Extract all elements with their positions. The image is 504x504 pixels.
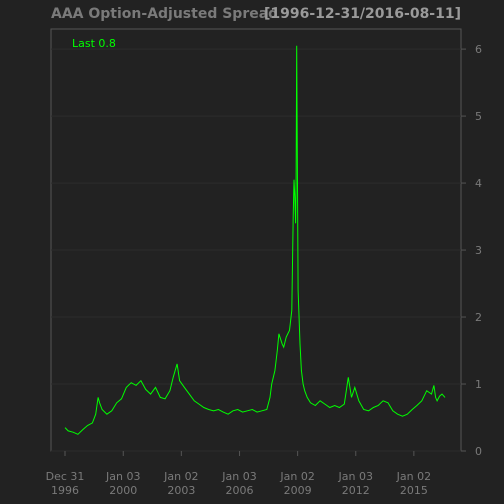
y-tick-label: 5	[475, 110, 482, 123]
x-tick-label-year: 2006	[226, 484, 254, 497]
y-tick-label: 4	[475, 177, 482, 190]
x-tick-label-year: 2012	[342, 484, 370, 497]
plot-area	[50, 28, 462, 452]
x-tick-label-year: 2000	[109, 484, 137, 497]
y-tick-label: 2	[475, 311, 482, 324]
x-tick-label-date: Jan 03	[105, 470, 140, 483]
y-axis: 0 1 2 3 4 5 6	[461, 43, 482, 458]
grid-lines	[51, 48, 461, 452]
series-line	[64, 45, 446, 435]
x-tick-label-date: Dec 31	[46, 470, 85, 483]
x-tick-label-year: 2015	[400, 484, 428, 497]
chart-title: AAA Option-Adjusted Spread	[51, 6, 278, 22]
x-tick-label-year: 2009	[284, 484, 312, 497]
x-tick-label-date: Jan 02	[279, 470, 314, 483]
x-tick-label-date: Jan 03	[221, 470, 256, 483]
x-tick-label-year: 2003	[167, 484, 195, 497]
legend-last-value: Last 0.8	[72, 37, 116, 50]
x-tick-label-date: Jan 02	[396, 470, 431, 483]
x-tick-label-date: Jan 03	[338, 470, 373, 483]
y-tick-label: 3	[475, 244, 482, 257]
chart-date-range: [1996-12-31/2016-08-11]	[264, 6, 461, 22]
y-tick-label: 6	[475, 43, 482, 56]
y-tick-label: 1	[475, 378, 482, 391]
x-tick-label-year: 1996	[51, 484, 79, 497]
x-tick-label-date: Jan 02	[163, 470, 198, 483]
y-tick-label: 0	[475, 445, 482, 458]
